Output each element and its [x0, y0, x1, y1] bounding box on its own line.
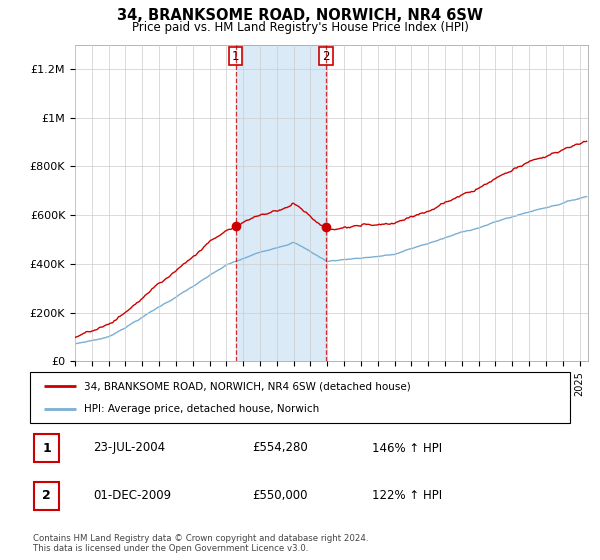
Text: 146% ↑ HPI: 146% ↑ HPI	[372, 441, 442, 455]
Text: 1: 1	[232, 49, 239, 63]
Text: 34, BRANKSOME ROAD, NORWICH, NR4 6SW (detached house): 34, BRANKSOME ROAD, NORWICH, NR4 6SW (de…	[84, 381, 411, 391]
Text: 23-JUL-2004: 23-JUL-2004	[93, 441, 165, 455]
Text: 34, BRANKSOME ROAD, NORWICH, NR4 6SW: 34, BRANKSOME ROAD, NORWICH, NR4 6SW	[117, 8, 483, 24]
Text: 2: 2	[322, 49, 329, 63]
Text: 122% ↑ HPI: 122% ↑ HPI	[372, 489, 442, 502]
Text: Price paid vs. HM Land Registry's House Price Index (HPI): Price paid vs. HM Land Registry's House …	[131, 21, 469, 34]
Text: HPI: Average price, detached house, Norwich: HPI: Average price, detached house, Norw…	[84, 404, 319, 414]
Text: 01-DEC-2009: 01-DEC-2009	[93, 489, 171, 502]
Text: 1: 1	[42, 442, 51, 455]
Bar	[236, 45, 326, 361]
Text: £554,280: £554,280	[252, 441, 308, 455]
Text: Contains HM Land Registry data © Crown copyright and database right 2024.
This d: Contains HM Land Registry data © Crown c…	[33, 534, 368, 553]
Text: 2: 2	[42, 489, 51, 502]
Text: £550,000: £550,000	[252, 489, 308, 502]
